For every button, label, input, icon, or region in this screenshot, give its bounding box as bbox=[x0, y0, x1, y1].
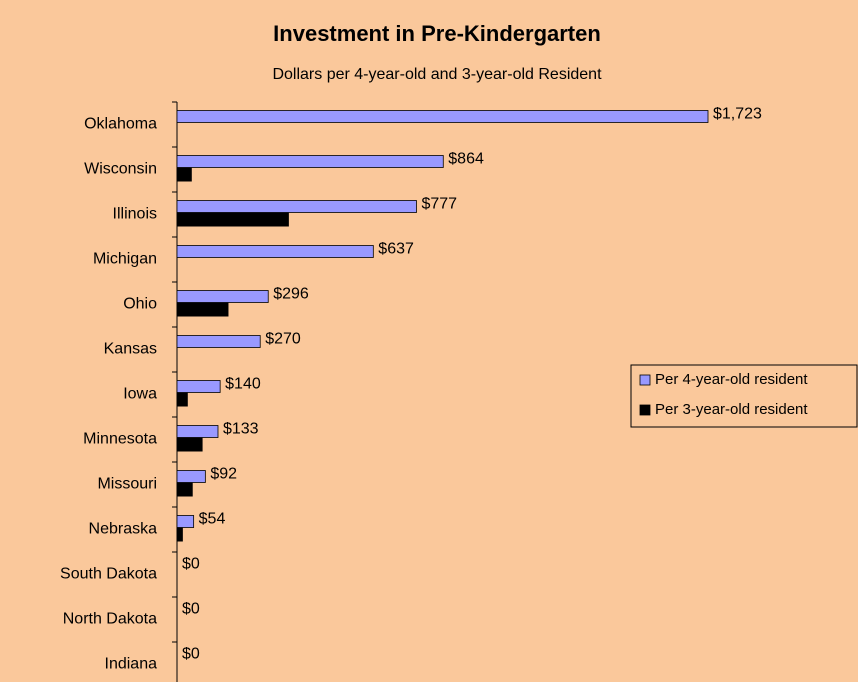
data-label: $92 bbox=[210, 466, 237, 483]
data-label: $140 bbox=[225, 376, 261, 393]
legend-label: Per 3-year-old resident bbox=[655, 401, 808, 418]
data-label: $133 bbox=[223, 421, 259, 438]
bar bbox=[176, 335, 261, 348]
bar bbox=[176, 515, 195, 528]
data-label: $270 bbox=[265, 331, 301, 348]
chart-subtitle: Dollars per 4-year-old and 3-year-old Re… bbox=[272, 66, 602, 83]
bar bbox=[177, 437, 203, 452]
bar bbox=[177, 212, 289, 227]
category-label: Michigan bbox=[93, 251, 157, 268]
data-label: $0 bbox=[182, 646, 200, 663]
bar bbox=[176, 200, 417, 213]
bar bbox=[176, 425, 219, 438]
bar bbox=[176, 245, 374, 258]
data-label: $777 bbox=[421, 196, 457, 213]
bar bbox=[177, 302, 229, 317]
category-label: Illinois bbox=[113, 206, 157, 223]
bar bbox=[177, 392, 188, 407]
data-label: $0 bbox=[182, 601, 200, 618]
category-label: Iowa bbox=[123, 386, 157, 403]
legend-swatch bbox=[639, 404, 651, 416]
category-label: Kansas bbox=[104, 341, 157, 358]
data-label: $637 bbox=[378, 241, 414, 258]
category-label: Wisconsin bbox=[84, 161, 157, 178]
bar bbox=[176, 380, 221, 393]
category-label: Nebraska bbox=[89, 521, 158, 538]
data-label: $54 bbox=[199, 511, 226, 528]
legend-box bbox=[630, 364, 858, 428]
category-label: Minnesota bbox=[83, 431, 157, 448]
bar bbox=[177, 167, 192, 182]
category-label: Ohio bbox=[123, 296, 157, 313]
chart-title: Investment in Pre-Kindergarten bbox=[273, 21, 601, 46]
category-label: Indiana bbox=[105, 656, 158, 673]
category-label: Oklahoma bbox=[84, 116, 157, 133]
bar bbox=[176, 110, 709, 123]
data-label: $0 bbox=[182, 556, 200, 573]
category-label: Missouri bbox=[97, 476, 157, 493]
category-label: South Dakota bbox=[60, 566, 157, 583]
data-label: $1,723 bbox=[713, 106, 762, 123]
bar bbox=[177, 527, 183, 542]
bar bbox=[176, 290, 269, 303]
data-label: $296 bbox=[273, 286, 309, 303]
legend-label: Per 4-year-old resident bbox=[655, 371, 808, 388]
bar bbox=[176, 470, 206, 483]
data-label: $864 bbox=[448, 151, 484, 168]
category-label: North Dakota bbox=[63, 611, 157, 628]
bar bbox=[176, 155, 444, 168]
legend-swatch bbox=[639, 374, 651, 386]
bar bbox=[177, 482, 193, 497]
